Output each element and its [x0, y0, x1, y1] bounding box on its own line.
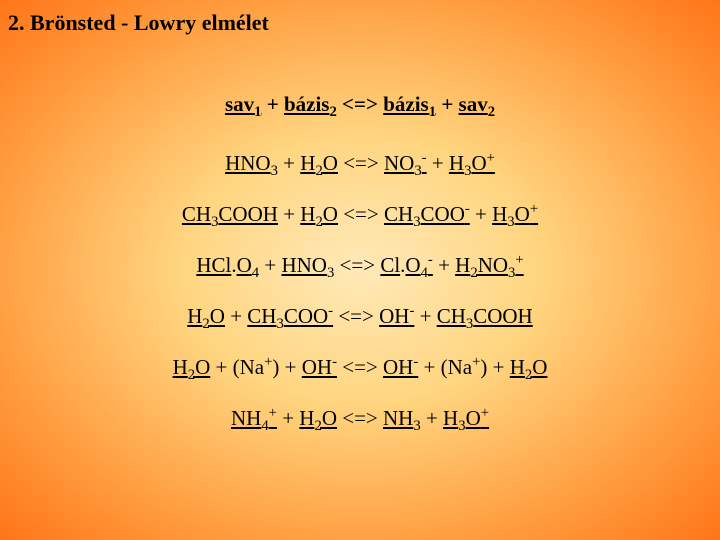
- equation-6: NH4+ + H2O <=> NH3 + H3O+: [0, 406, 720, 431]
- equation-5: H2O + (Na+) + OH- <=> OH- + (Na+) + H2O: [0, 355, 720, 380]
- equations-content: sav1 + bázis2 <=> bázis1 + sav2 HNO3 + H…: [0, 92, 720, 457]
- equation-3: HCl.O4 + HNO3 <=> Cl.O4- + H2NO3+: [0, 253, 720, 278]
- equation-4: H2O + CH3COO- <=> OH- + CH3COOH: [0, 304, 720, 329]
- equation-2: CH3COOH + H2O <=> CH3COO- + H3O+: [0, 202, 720, 227]
- general-equation: sav1 + bázis2 <=> bázis1 + sav2: [0, 92, 720, 117]
- equation-1: HNO3 + H2O <=> NO3- + H3O+: [0, 151, 720, 176]
- slide-title: 2. Brönsted - Lowry elmélet: [8, 10, 269, 36]
